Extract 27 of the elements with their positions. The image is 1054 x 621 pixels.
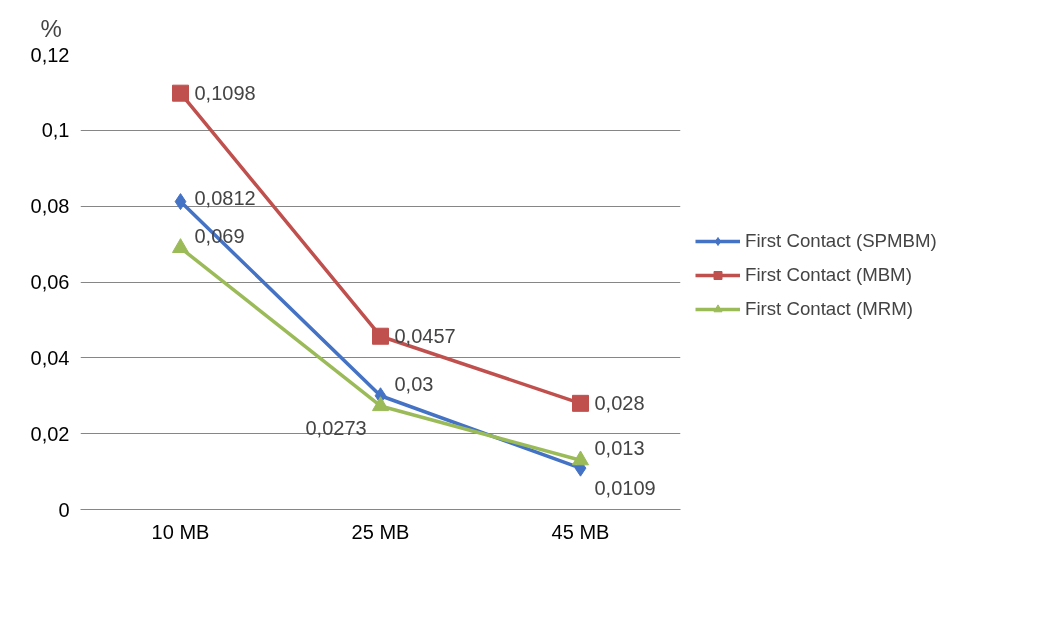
- point: [174, 193, 187, 211]
- data-label: 0,0109: [594, 477, 656, 500]
- x-tick-label: 25 MB: [351, 520, 410, 543]
- legend-label: First Contact (MRM): [745, 297, 913, 320]
- point: [572, 450, 589, 466]
- legend-label: First Contact (SPMBM): [745, 229, 937, 252]
- y-tick-label: 0,02: [30, 422, 70, 445]
- data-label: 0,0457: [394, 325, 456, 348]
- point: [172, 84, 189, 102]
- legend-label: First Contact (MBM): [745, 263, 912, 286]
- x-tick-label: 45 MB: [551, 520, 610, 543]
- y-tick-label: 0,06: [30, 271, 70, 293]
- data-label: 0,028: [594, 392, 645, 415]
- point: [572, 394, 589, 412]
- y-tick-label: 0,08: [30, 195, 70, 218]
- point: [372, 327, 389, 345]
- data-label: 0,03: [394, 372, 434, 395]
- data-label: 0,0812: [194, 186, 256, 209]
- y-tick-label: 0,1: [41, 119, 70, 142]
- y-axis-title: %: [40, 15, 62, 42]
- y-tick-label: 0: [58, 498, 70, 521]
- data-label: 0,1098: [194, 82, 256, 105]
- x-tick-label: 10 MB: [151, 520, 210, 543]
- y-tick-label: 0,04: [30, 346, 70, 369]
- y-tick-label: 0,12: [30, 43, 70, 66]
- data-label: 0,013: [594, 437, 645, 460]
- point: [372, 396, 389, 412]
